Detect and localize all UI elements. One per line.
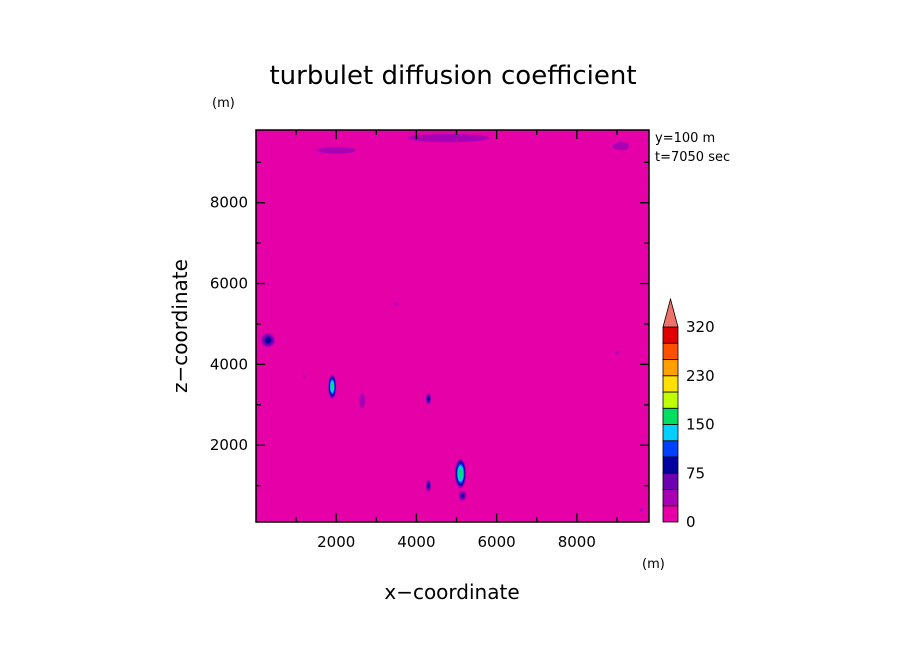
annotation-t: t=7050 sec [655,150,730,165]
contour-band [427,483,430,489]
y-axis: 2000 4000 6000 8000 [210,161,649,487]
plot-frame [255,129,650,523]
x-tick-label: 6000 [478,533,516,551]
colorbar-swatch [662,326,679,344]
colorbar-swatch [662,424,679,442]
contour-band [359,393,366,409]
colorbar-swatch [662,407,679,425]
x-axis: 2000 4000 6000 8000 [295,130,618,551]
colorbar-label: 75 [686,464,705,482]
contour-band [316,146,356,154]
contour-band [331,383,334,390]
colorbar-label: 150 [686,416,715,434]
colorbar-swatch [662,456,679,474]
contour-blob-2 [328,374,337,399]
y-tick-label: 8000 [210,194,248,212]
contour-band [427,396,430,402]
colorbar-swatch [662,489,679,507]
colorbar-swatch [662,472,679,490]
contour-blob-5 [425,479,432,492]
annotation-y: y=100 m [655,131,715,146]
contour-band [302,375,306,378]
contour-blob-4 [425,392,432,405]
colorbar-label: 320 [686,318,715,336]
contour-blob-10 [612,142,630,151]
contour-blob-6 [359,393,366,409]
contour-features [261,133,643,512]
x-axis-title: x−coordinate [384,580,519,604]
colorbar: 0 75 150 230 320 [662,297,715,531]
y-tick-label: 4000 [210,355,248,373]
colorbar-swatch [662,505,679,523]
colorbar-swatch [662,391,679,409]
contour-band [458,467,463,480]
contour-band [461,494,464,498]
x-tick-label: 8000 [558,533,596,551]
contour-blob-0 [454,458,467,489]
contour-blob-11 [614,350,619,354]
colorbar-swatch [662,342,679,360]
contour-blob-8 [316,146,356,154]
contour-band [612,142,630,151]
contour-blob-13 [302,375,306,378]
x-tick-label: 2000 [317,533,355,551]
y-tick-label: 6000 [210,275,248,293]
colorbar-swatch [662,359,679,377]
y-axis-title: z−coordinate [168,259,192,393]
colorbar-label: 0 [686,513,696,531]
contour-band [394,302,399,306]
colorbar-label: 230 [686,367,715,385]
contour-band [639,508,643,512]
contour-blob-9 [407,133,490,143]
contour-band [264,336,272,344]
contour-blob-12 [639,508,643,512]
colorbar-over-arrow [662,297,679,328]
y-tick-label: 2000 [210,436,248,454]
colorbar-swatch [662,440,679,458]
colorbar-swatch [662,375,679,393]
x-unit-label: (m) [642,557,665,572]
plot-area [256,130,649,522]
y-unit-label: (m) [212,96,235,111]
contour-band [407,133,490,143]
contour-blob-3 [261,333,275,348]
x-tick-label: 4000 [397,533,435,551]
contour-blob-7 [394,302,399,306]
chart-title: turbulet diffusion coefficient [269,61,636,91]
contour-blob-1 [458,490,467,501]
contour-band [614,350,619,354]
